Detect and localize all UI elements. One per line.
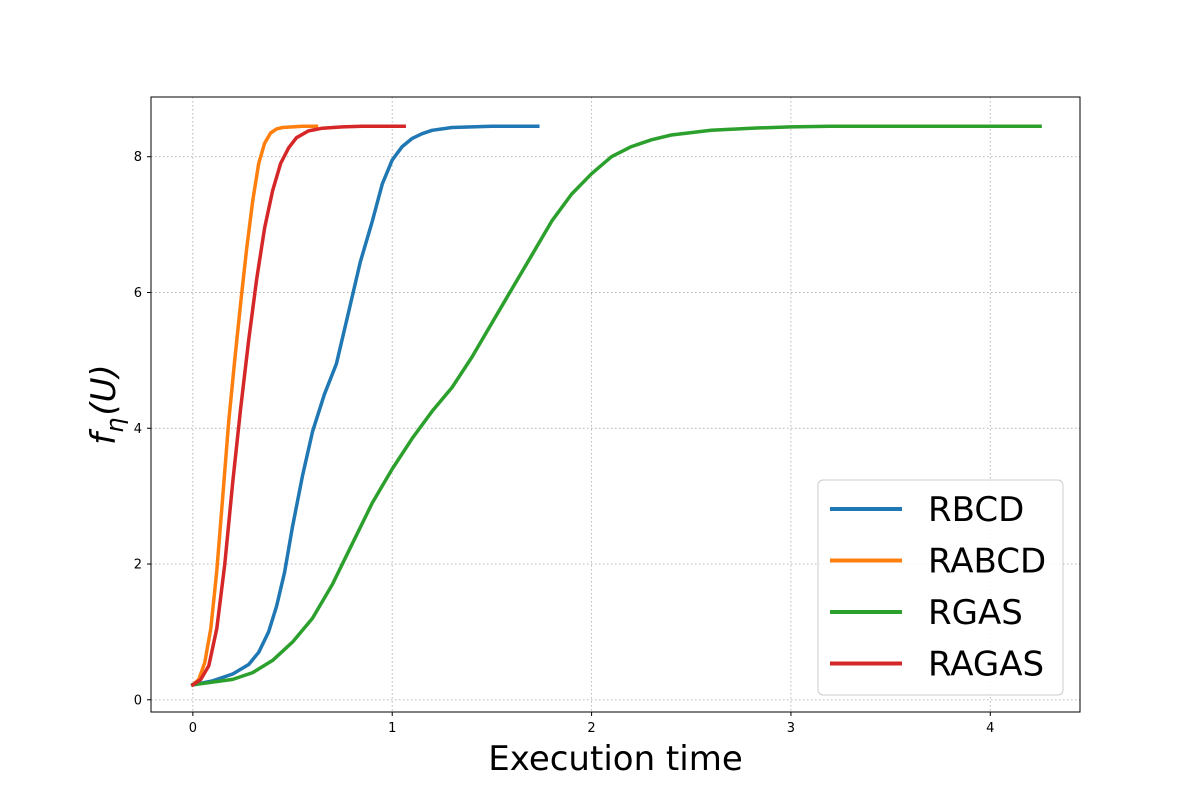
y-axis-label: fη(U) bbox=[84, 364, 129, 445]
x-axis-label: Execution time bbox=[488, 739, 742, 779]
plot-lines bbox=[190, 124, 1042, 688]
legend-label-rbcd: RBCD bbox=[928, 490, 1024, 530]
y-axis-label-subscript: η bbox=[101, 418, 129, 433]
series-line-ragas bbox=[190, 124, 406, 688]
legend-label-rabcd: RABCD bbox=[928, 542, 1046, 582]
series-line-rgas bbox=[190, 124, 1042, 687]
x-tick-label: 0 bbox=[189, 721, 197, 736]
legend-box bbox=[817, 479, 1064, 696]
series-line-rabcd bbox=[190, 124, 319, 688]
y-tick-label: 8 bbox=[134, 150, 142, 165]
plot-frame bbox=[150, 96, 1081, 713]
series-line-rbcd bbox=[190, 124, 540, 687]
x-tick-label: 3 bbox=[787, 721, 795, 736]
legend-label-rgas: RGAS bbox=[928, 593, 1023, 633]
y-tick-label: 4 bbox=[134, 422, 142, 437]
x-tick-label: 4 bbox=[986, 721, 994, 736]
axis-ticks: 0 1 2 3 4 0 2 4 6 8 bbox=[134, 150, 995, 736]
x-tick-label: 2 bbox=[587, 721, 595, 736]
y-tick-label: 2 bbox=[134, 558, 142, 573]
y-tick-label: 6 bbox=[134, 286, 142, 301]
y-axis-label-argument: (U) bbox=[84, 364, 124, 415]
x-tick-label: 1 bbox=[388, 721, 396, 736]
y-tick-label: 0 bbox=[134, 693, 142, 708]
legend-label-ragas: RAGAS bbox=[928, 645, 1044, 685]
legend: RBCD RABCD RGAS RAGAS bbox=[817, 479, 1064, 696]
